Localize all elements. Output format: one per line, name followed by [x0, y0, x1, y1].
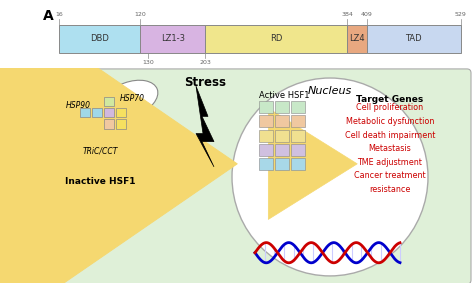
FancyArrowPatch shape: [0, 0, 237, 283]
Text: B: B: [3, 71, 14, 85]
FancyBboxPatch shape: [205, 25, 347, 53]
Text: A: A: [43, 9, 54, 23]
FancyArrowPatch shape: [268, 108, 357, 219]
FancyBboxPatch shape: [259, 101, 273, 113]
FancyBboxPatch shape: [259, 158, 273, 170]
Text: 120: 120: [135, 12, 146, 17]
Text: Inactive HSF1: Inactive HSF1: [65, 177, 135, 186]
FancyBboxPatch shape: [275, 101, 289, 113]
FancyBboxPatch shape: [275, 158, 289, 170]
Text: Cell proliferation: Cell proliferation: [356, 103, 424, 112]
Text: Nucleus: Nucleus: [308, 86, 352, 96]
FancyBboxPatch shape: [291, 115, 305, 128]
FancyBboxPatch shape: [259, 144, 273, 156]
FancyBboxPatch shape: [140, 25, 205, 53]
FancyBboxPatch shape: [1, 69, 471, 283]
FancyBboxPatch shape: [291, 101, 305, 113]
Text: 16: 16: [55, 12, 63, 17]
FancyBboxPatch shape: [291, 144, 305, 156]
FancyBboxPatch shape: [259, 130, 273, 142]
Text: LZ4: LZ4: [349, 34, 365, 43]
FancyBboxPatch shape: [275, 144, 289, 156]
Text: DBD: DBD: [91, 34, 109, 43]
Text: resistance: resistance: [369, 185, 410, 194]
Text: RD: RD: [270, 34, 283, 43]
Text: Metastasis: Metastasis: [369, 144, 411, 153]
Ellipse shape: [56, 130, 144, 173]
Text: 384: 384: [341, 12, 353, 17]
FancyBboxPatch shape: [291, 130, 305, 142]
FancyBboxPatch shape: [80, 108, 90, 117]
FancyBboxPatch shape: [59, 25, 140, 53]
Text: HSP70: HSP70: [119, 94, 145, 103]
FancyBboxPatch shape: [104, 119, 114, 128]
FancyBboxPatch shape: [275, 130, 289, 142]
FancyBboxPatch shape: [347, 25, 367, 53]
FancyBboxPatch shape: [367, 25, 461, 53]
FancyBboxPatch shape: [116, 119, 126, 128]
Text: Stress: Stress: [184, 76, 226, 89]
Text: Target Genes: Target Genes: [356, 95, 424, 104]
Text: LZ1-3: LZ1-3: [161, 34, 185, 43]
Text: 203: 203: [200, 60, 211, 65]
Text: 409: 409: [361, 12, 373, 17]
Ellipse shape: [47, 84, 117, 128]
Text: 529: 529: [455, 12, 466, 17]
Text: Metabolic dysfunction: Metabolic dysfunction: [346, 117, 434, 126]
Polygon shape: [196, 86, 214, 167]
Text: 130: 130: [143, 60, 154, 65]
Text: TAD: TAD: [405, 34, 422, 43]
Text: Active HSF1: Active HSF1: [259, 91, 310, 100]
Ellipse shape: [102, 80, 158, 118]
FancyBboxPatch shape: [104, 97, 114, 106]
Text: Cancer treatment: Cancer treatment: [354, 171, 426, 181]
Circle shape: [232, 78, 428, 276]
FancyBboxPatch shape: [291, 158, 305, 170]
Text: TRiC/CCT: TRiC/CCT: [82, 146, 118, 155]
FancyBboxPatch shape: [92, 108, 102, 117]
Text: HSP90: HSP90: [65, 101, 91, 110]
FancyBboxPatch shape: [104, 108, 114, 117]
FancyBboxPatch shape: [275, 115, 289, 128]
FancyBboxPatch shape: [259, 115, 273, 128]
Text: Cell death impairment: Cell death impairment: [345, 130, 435, 140]
Text: TME adjustment: TME adjustment: [357, 158, 422, 167]
FancyBboxPatch shape: [116, 108, 126, 117]
